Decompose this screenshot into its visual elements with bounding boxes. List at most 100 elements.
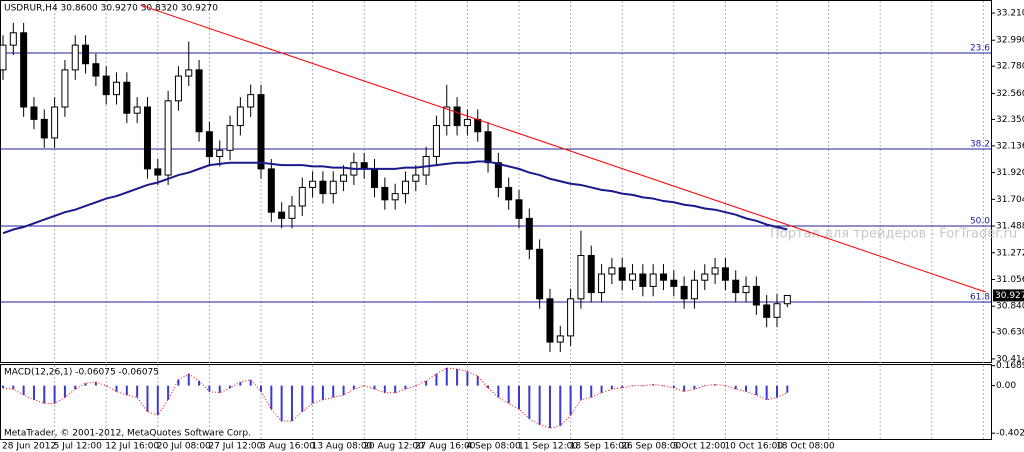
macd-bar — [383, 385, 386, 393]
candle-body — [639, 273, 647, 287]
candle-body — [629, 273, 637, 281]
candle-body — [226, 125, 234, 151]
macd-bar — [683, 385, 686, 392]
macd-bar — [177, 379, 180, 386]
last-price-box — [993, 289, 1024, 302]
macd-bar — [641, 385, 644, 387]
candle-body — [752, 285, 760, 306]
y-tick-label: 31.9200 — [996, 168, 1024, 178]
x-tick-label: 10 Oct 16:00 — [724, 442, 783, 452]
x-tick-label: 12 Jul 16:00 — [105, 442, 159, 452]
macd-bar — [394, 385, 397, 393]
candle-body — [515, 199, 523, 219]
macd-bar — [786, 385, 789, 393]
moving-average — [2, 160, 788, 235]
x-tick-label: 28 Jun 2012 — [2, 442, 56, 452]
y-tick-label: 30.4140 — [996, 354, 1024, 364]
macd-bar — [765, 385, 768, 400]
macd-bar — [198, 380, 201, 386]
candle-body — [670, 279, 678, 287]
candle-body — [154, 168, 162, 176]
macd-bar — [652, 384, 655, 386]
macd-bar — [600, 385, 603, 393]
candle-body — [185, 69, 193, 77]
candle-body — [577, 254, 585, 300]
x-tick-label: 20 Jul 08:00 — [157, 442, 211, 452]
y-tick-label: 33.2100 — [996, 8, 1024, 18]
macd-bar — [487, 385, 490, 388]
macd-bar — [414, 385, 417, 387]
candle-body — [195, 69, 203, 133]
macd-bar — [755, 385, 758, 396]
macd-bar — [167, 385, 170, 400]
candle-body — [102, 75, 110, 96]
macd-bar — [146, 385, 149, 412]
candle-body — [536, 248, 544, 300]
candle-body — [721, 267, 729, 281]
macd-bar — [342, 385, 345, 396]
candle-body — [340, 174, 348, 182]
trendline — [140, 4, 986, 293]
y-tick-label: 0.16891 — [996, 361, 1024, 371]
y-tick-label: 31.7040 — [996, 195, 1024, 205]
level-label: 23.6 — [970, 43, 990, 53]
x-tick-label: 13 Aug 08:00 — [312, 442, 373, 452]
candle-body — [92, 63, 100, 77]
candle-body — [61, 69, 69, 108]
candle-body — [690, 279, 698, 300]
level-label: 38.2 — [970, 139, 990, 149]
candle-body — [205, 131, 213, 158]
candle-body — [608, 267, 616, 275]
y-tick-label: 31.2720 — [996, 248, 1024, 258]
candle-body — [546, 298, 554, 343]
candle-body — [567, 298, 575, 337]
macd-bar — [280, 385, 283, 422]
x-tick-label: 11 Sep 12:00 — [518, 442, 578, 452]
macd-bar — [404, 385, 407, 390]
candle-body — [82, 44, 90, 65]
macd-bar — [703, 385, 706, 387]
y-tick-label: 0.00 — [996, 381, 1016, 391]
candle-body — [494, 162, 502, 188]
level-label: 61.8 — [970, 292, 990, 302]
macd-bar — [270, 385, 273, 410]
macd-bar — [218, 385, 221, 393]
candle-body — [505, 186, 513, 201]
macd-bar — [290, 385, 293, 422]
macd-bar — [84, 383, 87, 386]
macd-panel — [0, 364, 992, 440]
candle-body — [133, 106, 141, 114]
macd-bar — [208, 385, 211, 392]
macd-bar — [466, 371, 469, 386]
candle-body — [40, 118, 48, 139]
candle-body — [763, 304, 771, 318]
macd-bar — [569, 385, 572, 416]
candle-body — [278, 211, 286, 219]
y-tick-label: 32.7800 — [996, 62, 1024, 72]
macd-bar — [476, 376, 479, 386]
macd-bar — [125, 385, 128, 396]
macd-bar — [734, 385, 737, 390]
macd-bar — [579, 385, 582, 400]
candle-body — [484, 131, 492, 164]
candle-body — [288, 205, 296, 219]
candle-body — [267, 168, 275, 213]
macd-bar — [115, 385, 118, 392]
candle-body — [618, 267, 626, 281]
macd-bar — [590, 385, 593, 398]
candle-body — [711, 267, 719, 275]
macd-bar — [548, 385, 551, 429]
candle-body — [0, 44, 7, 71]
candle-body — [71, 44, 79, 71]
candle-body — [412, 174, 420, 182]
candle-body — [391, 193, 399, 201]
macd-bar — [672, 385, 675, 388]
candle-body — [113, 81, 121, 96]
x-tick-label: 3 Oct 12:00 — [673, 442, 726, 452]
macd-bar — [249, 379, 252, 386]
y-tick-label: 32.9900 — [996, 36, 1024, 46]
macd-bar — [332, 385, 335, 398]
candle-body — [9, 32, 17, 46]
macd-bar — [538, 385, 541, 425]
